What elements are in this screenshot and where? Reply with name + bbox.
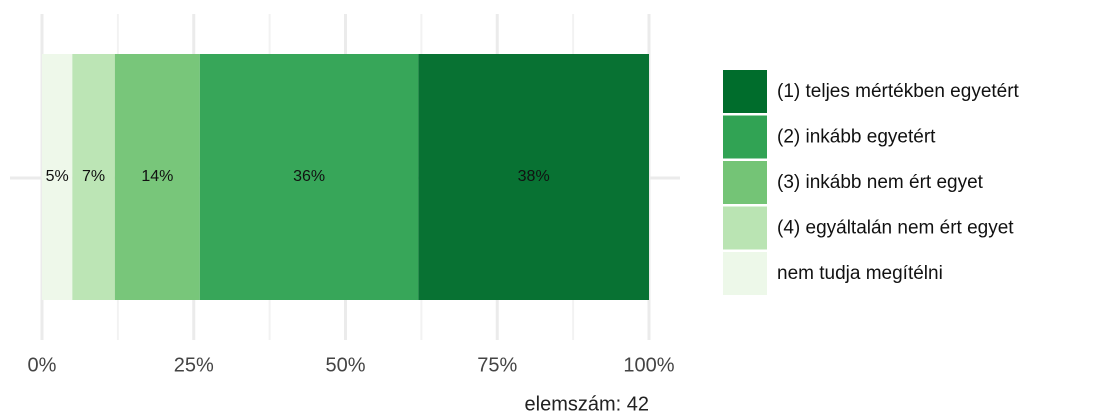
legend-label: (1) teljes mértékben egyetért — [777, 81, 1020, 102]
bar-segment — [42, 54, 73, 300]
annotation: elemszám: 42 — [525, 393, 650, 414]
data-label: 14% — [141, 168, 173, 185]
x-tick-label: 0% — [28, 354, 57, 376]
legend-label: (3) inkább nem ért egyet — [777, 172, 984, 193]
bar-segment — [199, 54, 419, 300]
x-tick-label: 100% — [623, 354, 674, 376]
legend-label: (2) inkább egyetért — [777, 127, 936, 148]
x-tick-label: 25% — [174, 354, 214, 376]
bars: 5% 7% 14% 36% 38% — [42, 54, 649, 300]
legend-swatch — [723, 70, 767, 113]
data-label: 7% — [82, 168, 105, 185]
x-tick-label: 75% — [477, 354, 517, 376]
data-label: 5% — [46, 168, 69, 185]
legend-swatch — [723, 252, 767, 295]
data-label: 36% — [293, 168, 325, 185]
legend-label: nem tudja megítélni — [777, 263, 943, 284]
bar-segment — [114, 54, 200, 300]
legend-swatch — [723, 115, 767, 159]
legend-swatch — [723, 206, 767, 250]
data-label: 38% — [518, 168, 550, 185]
x-tick-label: 50% — [325, 354, 365, 376]
bar-segment — [418, 54, 649, 300]
legend-swatch — [723, 161, 767, 204]
legend: (1) teljes mértékben egyetért (2) inkább … — [723, 70, 1020, 295]
legend-label: (4) egyáltalán nem ért egyet — [777, 218, 1014, 239]
bar-segment — [72, 54, 115, 300]
